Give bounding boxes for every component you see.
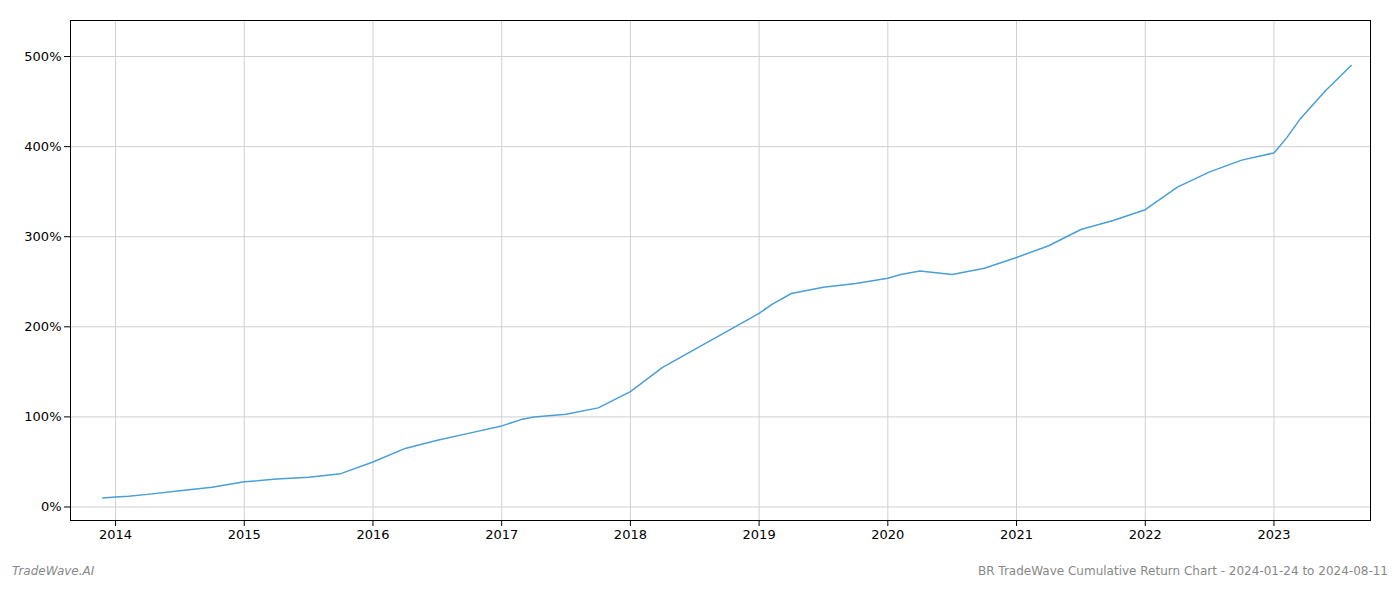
svg-text:400%: 400% xyxy=(24,139,61,154)
svg-text:2023: 2023 xyxy=(1257,527,1290,542)
svg-text:2018: 2018 xyxy=(614,527,647,542)
svg-text:2020: 2020 xyxy=(871,527,904,542)
svg-text:2014: 2014 xyxy=(99,527,132,542)
svg-text:2015: 2015 xyxy=(228,527,261,542)
svg-text:100%: 100% xyxy=(24,409,61,424)
html-text:BR TradeWave Cumulative Return: BR TradeWave Cumulative Return Chart - 2… xyxy=(978,564,1388,578)
html-text:TradeWave.AI: TradeWave.AI xyxy=(12,564,95,578)
svg-text:0%: 0% xyxy=(41,499,62,514)
svg-text:500%: 500% xyxy=(24,49,61,64)
svg-text:2017: 2017 xyxy=(485,527,518,542)
svg-text:200%: 200% xyxy=(24,319,61,334)
svg-text:2021: 2021 xyxy=(1000,527,1033,542)
svg-text:2022: 2022 xyxy=(1129,527,1162,542)
svg-text:2016: 2016 xyxy=(356,527,389,542)
svg-text:2019: 2019 xyxy=(743,527,776,542)
svg-text:300%: 300% xyxy=(24,229,61,244)
